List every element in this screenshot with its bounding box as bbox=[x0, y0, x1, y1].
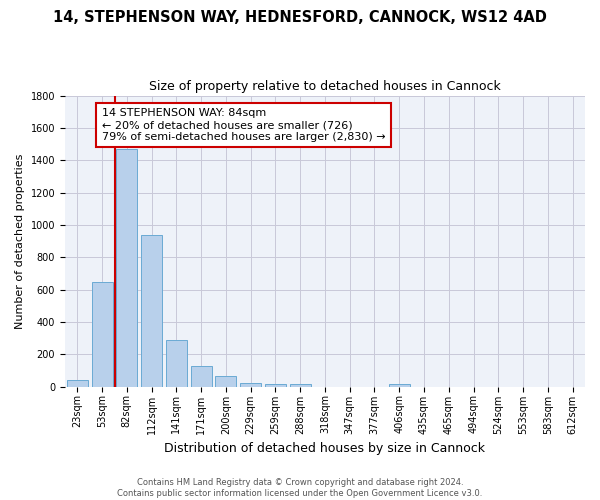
Text: Contains HM Land Registry data © Crown copyright and database right 2024.
Contai: Contains HM Land Registry data © Crown c… bbox=[118, 478, 482, 498]
Bar bbox=[141, 236, 162, 386]
Bar bbox=[389, 384, 410, 386]
Text: 14 STEPHENSON WAY: 84sqm
← 20% of detached houses are smaller (726)
79% of semi-: 14 STEPHENSON WAY: 84sqm ← 20% of detach… bbox=[102, 108, 386, 142]
Bar bbox=[265, 384, 286, 386]
Bar bbox=[191, 366, 212, 386]
Bar bbox=[166, 340, 187, 386]
Bar bbox=[116, 149, 137, 386]
Bar bbox=[290, 384, 311, 386]
Title: Size of property relative to detached houses in Cannock: Size of property relative to detached ho… bbox=[149, 80, 501, 93]
Bar bbox=[67, 380, 88, 386]
Bar bbox=[215, 376, 236, 386]
Bar bbox=[240, 382, 261, 386]
Bar bbox=[92, 282, 113, 387]
Text: 14, STEPHENSON WAY, HEDNESFORD, CANNOCK, WS12 4AD: 14, STEPHENSON WAY, HEDNESFORD, CANNOCK,… bbox=[53, 10, 547, 25]
Y-axis label: Number of detached properties: Number of detached properties bbox=[15, 154, 25, 329]
X-axis label: Distribution of detached houses by size in Cannock: Distribution of detached houses by size … bbox=[164, 442, 485, 455]
